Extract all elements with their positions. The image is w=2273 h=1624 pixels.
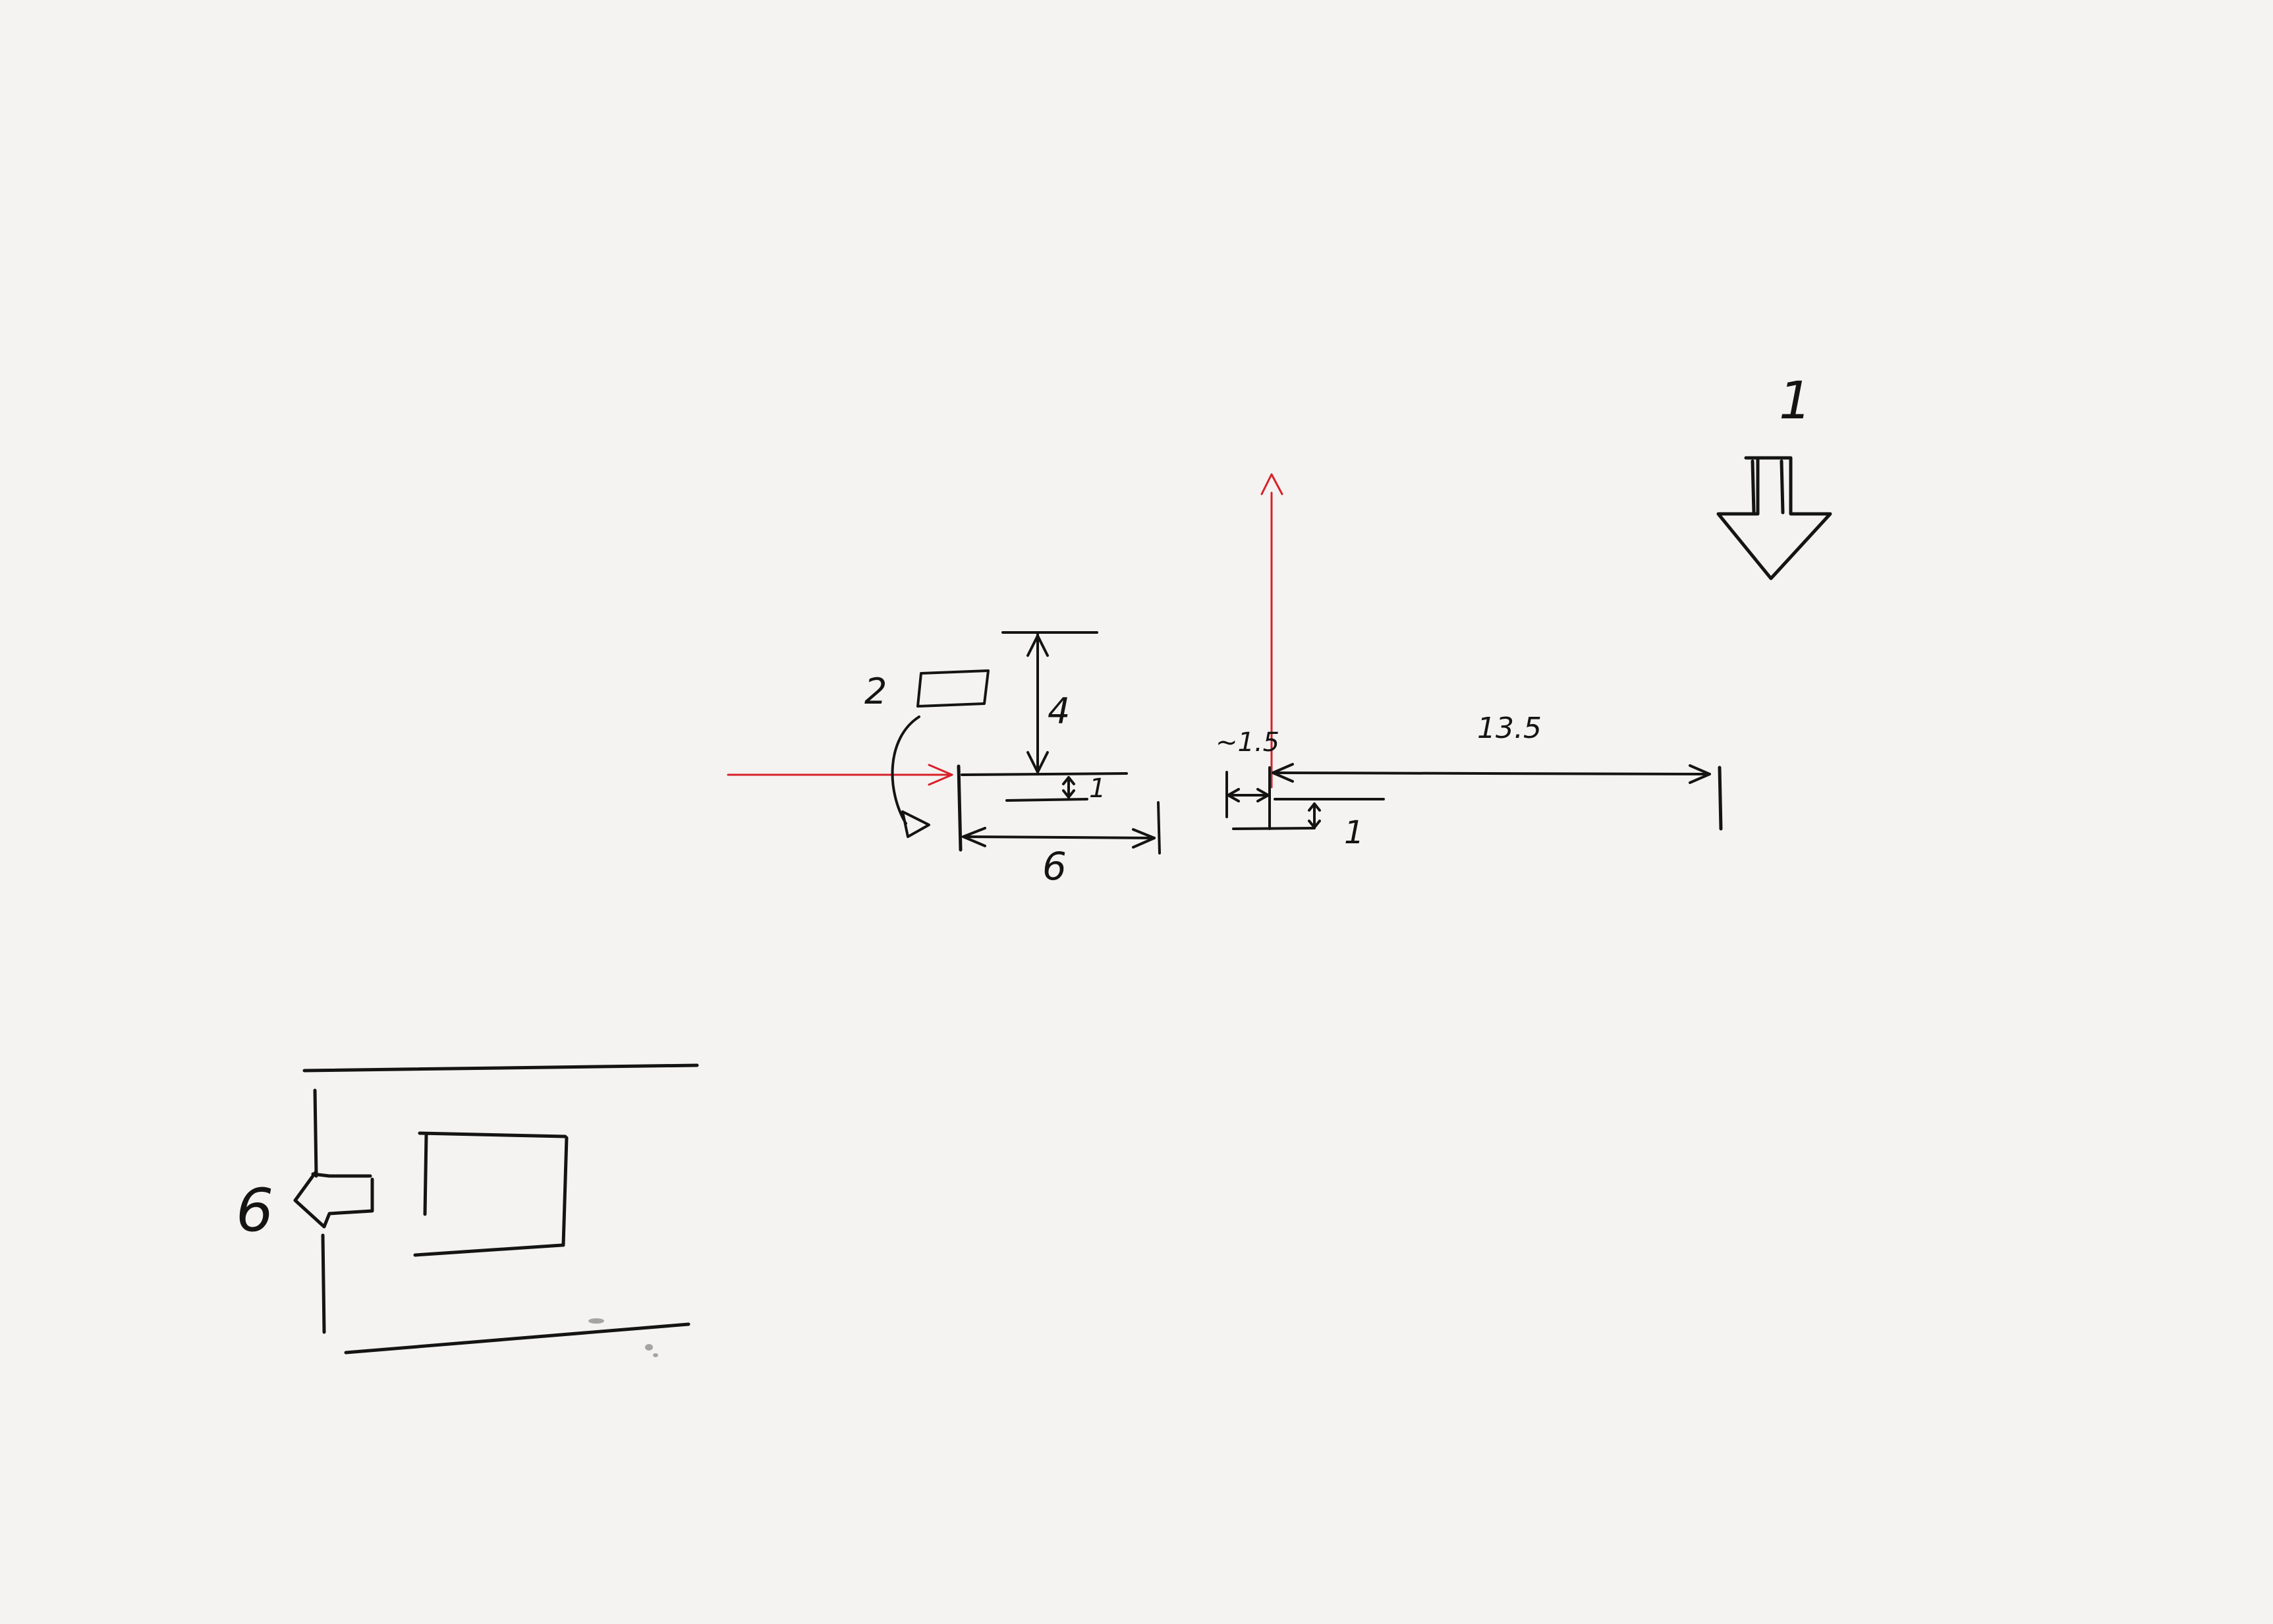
marker-6-label: 6 — [236, 1176, 273, 1245]
box-left-wall-upper — [313, 1088, 318, 1178]
inner-rectangle — [413, 1131, 569, 1257]
dim-6-arrow — [962, 835, 1156, 839]
dim-1-left-label: 1 — [1089, 773, 1106, 804]
right-element-bottom-line — [1232, 827, 1316, 830]
marker-2-rectangle — [916, 669, 990, 708]
right-element-group: ~1.5 13.5 1 — [1216, 712, 1723, 851]
dim-4-label: 4 — [1048, 690, 1070, 732]
box-left-wall-lower — [321, 1233, 326, 1334]
dim-13-5-arrow — [1272, 771, 1711, 775]
dim-1-right-label: 1 — [1344, 814, 1364, 851]
red-vertical-ray — [1260, 473, 1283, 789]
dim-6-right-tick — [1157, 801, 1161, 854]
left-element-group: 2 4 1 6 — [864, 631, 1161, 889]
marker-1-label: 1 — [1779, 372, 1812, 431]
bottom-left-box-group: 6 — [236, 1063, 699, 1357]
curved-rotate-arrow-icon — [891, 715, 930, 838]
dim-13-5-end-tick — [1718, 766, 1723, 831]
dim-6-label: 6 — [1042, 844, 1067, 889]
left-element-lower-line — [1005, 798, 1088, 802]
left-block-arrow-icon — [293, 1169, 374, 1229]
dim-approx-1-5-label: ~1.5 — [1216, 727, 1279, 758]
left-plate-line — [957, 764, 963, 852]
marker-2-label: 2 — [864, 671, 887, 712]
left-element-top-line — [961, 772, 1128, 776]
marker-1-group: 1 — [1716, 372, 1832, 580]
down-block-arrow-icon — [1716, 456, 1832, 580]
box-bottom-line — [344, 1322, 690, 1355]
box-top-line — [302, 1063, 699, 1073]
red-horizontal-ray — [727, 764, 953, 786]
dim-13-5-label: 13.5 — [1477, 712, 1542, 745]
